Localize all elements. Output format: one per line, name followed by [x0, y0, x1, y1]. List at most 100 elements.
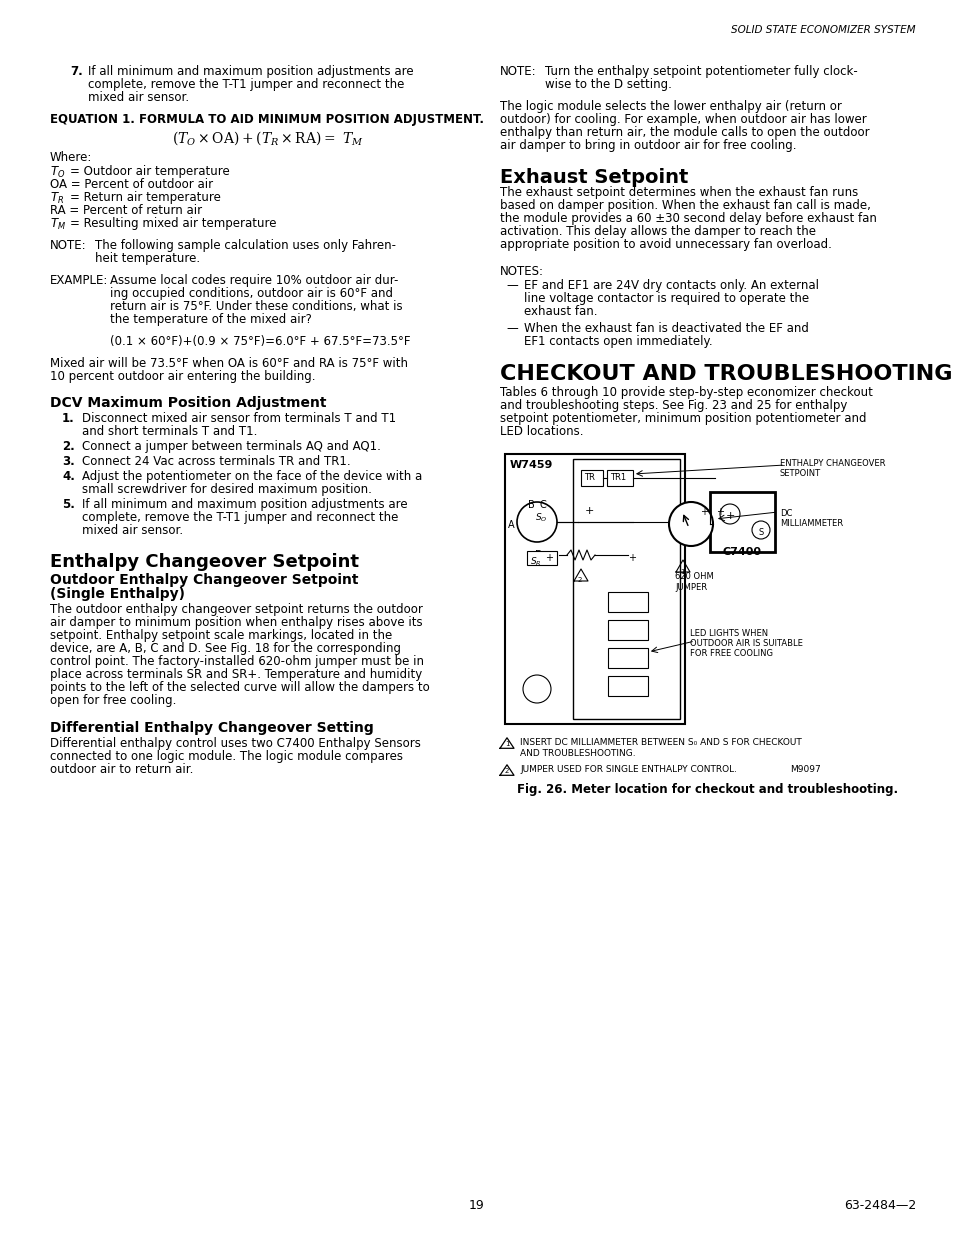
Circle shape — [720, 504, 740, 524]
Text: SOLID STATE ECONOMIZER SYSTEM: SOLID STATE ECONOMIZER SYSTEM — [731, 25, 915, 35]
Text: —: — — [505, 322, 517, 335]
Text: JUMPER: JUMPER — [675, 583, 706, 592]
Text: +: + — [544, 553, 553, 563]
Text: LED LIGHTS WHEN: LED LIGHTS WHEN — [689, 629, 767, 638]
Text: Fig. 26. Meter location for checkout and troubleshooting.: Fig. 26. Meter location for checkout and… — [517, 783, 898, 797]
Text: SETPOINT: SETPOINT — [780, 469, 821, 478]
Text: (Single Enthalpy): (Single Enthalpy) — [50, 587, 185, 601]
Text: ing occupied conditions, outdoor air is 60°F and: ing occupied conditions, outdoor air is … — [110, 287, 393, 300]
Text: TR1: TR1 — [609, 473, 625, 482]
Text: 3.: 3. — [62, 454, 74, 468]
Text: 4.: 4. — [62, 471, 74, 483]
Bar — [607, 648, 647, 668]
Text: C7400: C7400 — [721, 547, 760, 557]
Text: the temperature of the mixed air?: the temperature of the mixed air? — [110, 312, 312, 326]
Text: —: — — [505, 279, 517, 291]
Text: Exhaust Setpoint: Exhaust Setpoint — [499, 168, 688, 186]
Text: The exhaust setpoint determines when the exhaust fan runs: The exhaust setpoint determines when the… — [499, 186, 858, 199]
Text: and short terminals T and T1.: and short terminals T and T1. — [82, 425, 257, 438]
Bar — [607, 676, 647, 697]
Text: air damper to minimum position when enthalpy rises above its: air damper to minimum position when enth… — [50, 616, 422, 629]
Text: M9097: M9097 — [789, 764, 820, 774]
Text: $T_M$: $T_M$ — [50, 217, 66, 232]
Text: The following sample calculation uses only Fahren-: The following sample calculation uses on… — [95, 240, 395, 252]
Text: mixed air sensor.: mixed air sensor. — [82, 524, 183, 537]
Text: LED locations.: LED locations. — [499, 425, 583, 438]
Text: DCV Maximum Position Adjustment: DCV Maximum Position Adjustment — [50, 396, 326, 410]
Bar — [573, 459, 679, 719]
Text: CHECKOUT AND TROUBLESHOOTING: CHECKOUT AND TROUBLESHOOTING — [499, 364, 951, 384]
Text: Tables 6 through 10 provide step-by-step economizer checkout: Tables 6 through 10 provide step-by-step… — [499, 387, 872, 399]
Bar — [709, 492, 774, 552]
Text: $T_O$: $T_O$ — [50, 165, 66, 180]
Text: MILLIAMMETER: MILLIAMMETER — [780, 519, 842, 529]
Text: Connect 24 Vac across terminals TR and TR1.: Connect 24 Vac across terminals TR and T… — [82, 454, 351, 468]
Circle shape — [668, 501, 712, 546]
Text: return air is 75°F. Under these conditions, what is: return air is 75°F. Under these conditio… — [110, 300, 402, 312]
Text: setpoint. Enthalpy setpoint scale markings, located in the: setpoint. Enthalpy setpoint scale markin… — [50, 629, 392, 642]
Text: Connect a jumper between terminals AQ and AQ1.: Connect a jumper between terminals AQ an… — [82, 440, 380, 453]
Text: points to the left of the selected curve will allow the dampers to: points to the left of the selected curve… — [50, 680, 429, 694]
Text: OA = Percent of outdoor air: OA = Percent of outdoor air — [50, 178, 213, 191]
Text: Where:: Where: — [50, 151, 92, 164]
Text: 19: 19 — [469, 1199, 484, 1212]
Bar — [526, 551, 557, 564]
Text: RA = Percent of return air: RA = Percent of return air — [50, 204, 202, 217]
Text: = Resulting mixed air temperature: = Resulting mixed air temperature — [70, 217, 276, 230]
Text: = Outdoor air temperature: = Outdoor air temperature — [70, 165, 230, 178]
Text: B: B — [527, 500, 534, 510]
Circle shape — [517, 501, 557, 542]
Text: 620 OHM: 620 OHM — [675, 572, 713, 580]
Text: 1: 1 — [504, 741, 509, 747]
Text: JUMPER USED FOR SINGLE ENTHALPY CONTROL.: JUMPER USED FOR SINGLE ENTHALPY CONTROL. — [519, 764, 737, 774]
Text: When the exhaust fan is deactivated the EF and: When the exhaust fan is deactivated the … — [523, 322, 808, 335]
Text: 63-2484—2: 63-2484—2 — [842, 1199, 915, 1212]
Text: EF and EF1 are 24V dry contacts only. An external: EF and EF1 are 24V dry contacts only. An… — [523, 279, 818, 291]
Text: outdoor) for cooling. For example, when outdoor air has lower: outdoor) for cooling. For example, when … — [499, 112, 866, 126]
Text: air damper to bring in outdoor air for free cooling.: air damper to bring in outdoor air for f… — [499, 140, 796, 152]
Text: ENTHALPY CHANGEOVER: ENTHALPY CHANGEOVER — [780, 459, 884, 468]
Text: Enthalpy Changeover Setpoint: Enthalpy Changeover Setpoint — [50, 553, 358, 571]
Text: +: + — [627, 553, 636, 563]
Text: NOTES:: NOTES: — [499, 266, 543, 278]
Text: control point. The factory-installed 620-ohm jumper must be in: control point. The factory-installed 620… — [50, 655, 423, 668]
Bar — [606, 471, 633, 487]
Text: +: + — [716, 508, 723, 517]
Text: complete, remove the T-T1 jumper and reconnect the: complete, remove the T-T1 jumper and rec… — [88, 78, 404, 91]
Text: and troubleshooting steps. See Fig. 23 and 25 for enthalpy: and troubleshooting steps. See Fig. 23 a… — [499, 399, 846, 412]
Text: C: C — [539, 500, 546, 510]
Text: +: + — [724, 511, 734, 521]
Circle shape — [751, 521, 769, 538]
Text: wise to the D setting.: wise to the D setting. — [544, 78, 671, 91]
Bar — [607, 592, 647, 613]
Text: OUTDOOR AIR IS SUITABLE: OUTDOOR AIR IS SUITABLE — [689, 638, 802, 648]
Text: 2: 2 — [578, 577, 581, 583]
Text: AND TROUBLESHOOTING.: AND TROUBLESHOOTING. — [519, 748, 635, 758]
Text: 1.: 1. — [62, 412, 74, 425]
Text: based on damper position. When the exhaust fan call is made,: based on damper position. When the exhau… — [499, 199, 870, 212]
Text: small screwdriver for desired maximum position.: small screwdriver for desired maximum po… — [82, 483, 372, 496]
Text: 2.: 2. — [62, 440, 74, 453]
Text: EQUATION 1. FORMULA TO AID MINIMUM POSITION ADJUSTMENT.: EQUATION 1. FORMULA TO AID MINIMUM POSIT… — [50, 112, 483, 126]
Text: complete, remove the T-T1 jumper and reconnect the: complete, remove the T-T1 jumper and rec… — [82, 511, 398, 524]
Text: Mixed air will be 73.5°F when OA is 60°F and RA is 75°F with: Mixed air will be 73.5°F when OA is 60°F… — [50, 357, 408, 370]
Text: $S_O$: $S_O$ — [535, 511, 547, 524]
Text: line voltage contactor is required to operate the: line voltage contactor is required to op… — [523, 291, 808, 305]
Text: (0.1 × 60°F)+(0.9 × 75°F)=6.0°F + 67.5°F=73.5°F: (0.1 × 60°F)+(0.9 × 75°F)=6.0°F + 67.5°F… — [110, 335, 410, 348]
Text: S: S — [758, 529, 762, 537]
Bar — [580, 471, 602, 487]
Circle shape — [522, 676, 551, 703]
Text: $T_R$: $T_R$ — [50, 191, 64, 206]
Text: FOR FREE COOLING: FOR FREE COOLING — [689, 650, 772, 658]
Text: The logic module selects the lower enthalpy air (return or: The logic module selects the lower entha… — [499, 100, 841, 112]
Text: A: A — [507, 520, 514, 530]
Text: enthalpy than return air, the module calls to open the outdoor: enthalpy than return air, the module cal… — [499, 126, 869, 140]
Text: Assume local codes require 10% outdoor air dur-: Assume local codes require 10% outdoor a… — [110, 274, 398, 287]
Text: appropriate position to avoid unnecessary fan overload.: appropriate position to avoid unnecessar… — [499, 238, 831, 251]
Bar — [504, 454, 684, 724]
Text: Adjust the potentiometer on the face of the device with a: Adjust the potentiometer on the face of … — [82, 471, 422, 483]
Text: place across terminals SR and SR+. Temperature and humidity: place across terminals SR and SR+. Tempe… — [50, 668, 422, 680]
Text: Turn the enthalpy setpoint potentiometer fully clock-: Turn the enthalpy setpoint potentiometer… — [544, 65, 857, 78]
Text: NOTE:: NOTE: — [499, 65, 536, 78]
Text: activation. This delay allows the damper to reach the: activation. This delay allows the damper… — [499, 225, 815, 238]
